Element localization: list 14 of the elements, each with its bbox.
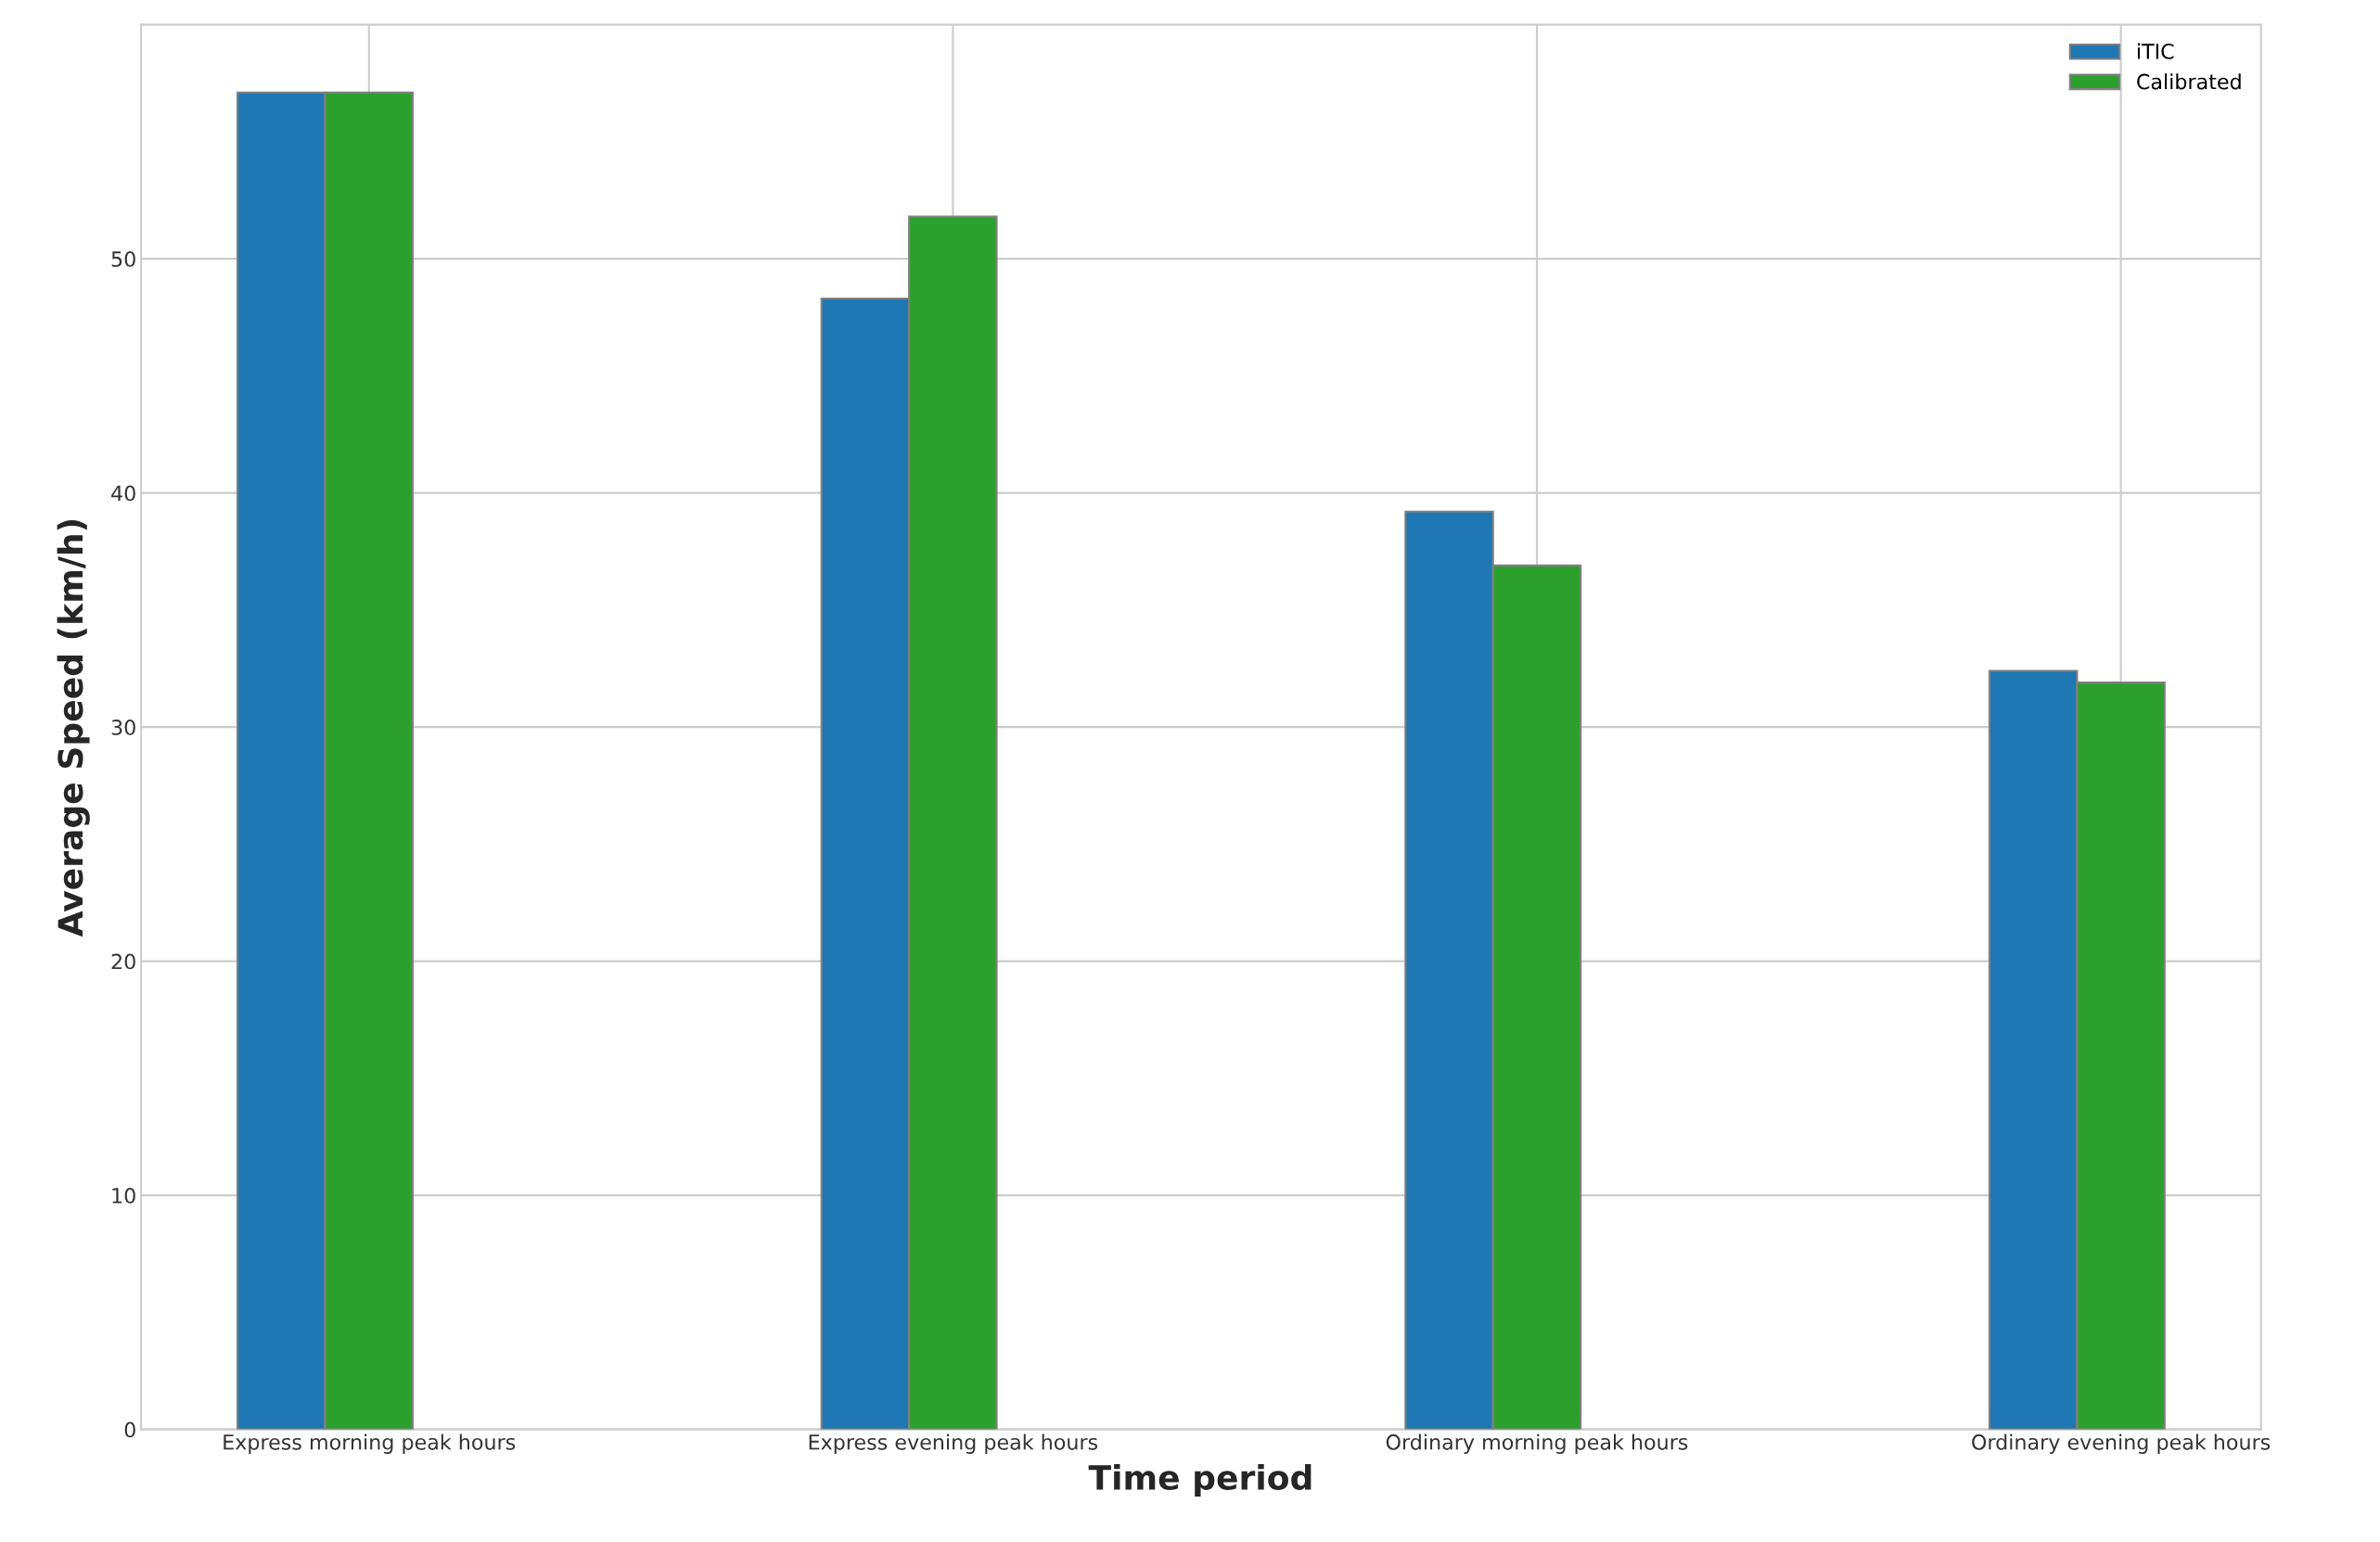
legend-label: iTIC bbox=[2137, 43, 2174, 59]
x-tick-label: Express evening peak hours bbox=[809, 1434, 1098, 1454]
y-tick-label: 10 bbox=[112, 1188, 135, 1204]
x-tick-label: Ordinary morning peak hours bbox=[1386, 1434, 1688, 1454]
legend-label: Calibrated bbox=[2137, 73, 2241, 90]
y-tick-label: 30 bbox=[111, 720, 135, 735]
y-tick-label: 0 bbox=[124, 1421, 135, 1438]
x-tick-label: Express morning peak hours bbox=[224, 1434, 516, 1454]
x-axis-title: Time period bbox=[1088, 1464, 1312, 1497]
x-tick-label: Ordinary evening peak hours bbox=[1972, 1434, 2271, 1454]
y-tick-label: 50 bbox=[111, 251, 135, 267]
y-tick-label: 20 bbox=[111, 953, 135, 970]
y-axis-title: Average Speed (km/h) bbox=[57, 519, 90, 937]
y-tick-label: 40 bbox=[111, 485, 135, 502]
